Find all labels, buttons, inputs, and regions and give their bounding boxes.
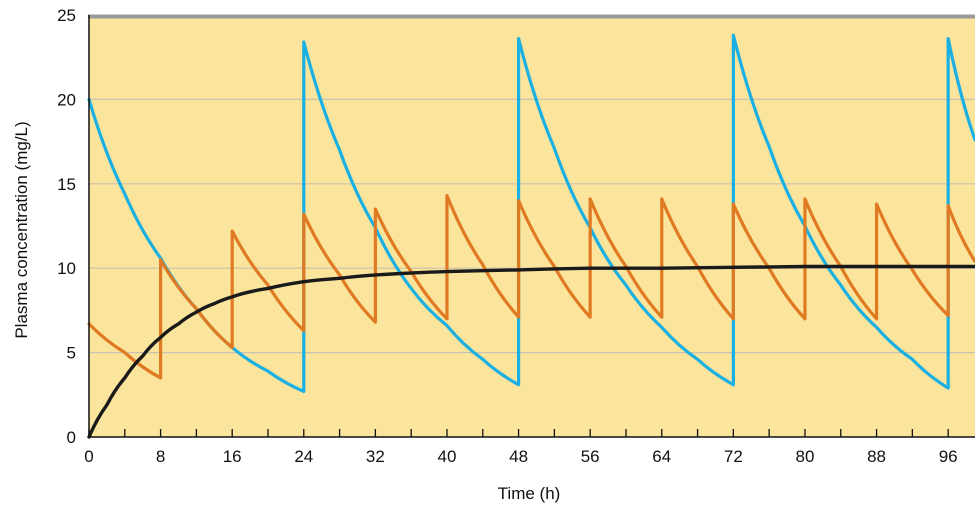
x-tick-label: 32 bbox=[366, 447, 385, 466]
black-infusion-line bbox=[87, 264, 975, 439]
y-tick-label: 25 bbox=[57, 6, 76, 25]
x-tick-label: 64 bbox=[652, 447, 671, 466]
x-tick-label: 0 bbox=[84, 447, 93, 466]
y-tick-label: 0 bbox=[67, 428, 76, 447]
y-tick-label: 10 bbox=[57, 259, 76, 278]
y-tick-label: 5 bbox=[67, 344, 76, 363]
x-tick-label: 16 bbox=[223, 447, 242, 466]
x-tick-label: 24 bbox=[294, 447, 313, 466]
x-tick-label: 72 bbox=[724, 447, 743, 466]
x-tick-label: 40 bbox=[438, 447, 457, 466]
blue-dose-line bbox=[87, 33, 975, 394]
y-tick-label: 15 bbox=[57, 175, 76, 194]
x-tick-label: 48 bbox=[509, 447, 528, 466]
orange-dose-line bbox=[87, 194, 975, 380]
x-axis: 0 8 16 24 32 40 48 56 64 72 80 88 96 bbox=[84, 429, 975, 466]
x-tick-label: 56 bbox=[581, 447, 600, 466]
y-axis-title: Plasma concentration (mg/L) bbox=[12, 121, 31, 338]
y-tick-label: 20 bbox=[57, 90, 76, 109]
series-lines bbox=[87, 33, 975, 439]
x-tick-label: 88 bbox=[867, 447, 886, 466]
x-tick-label: 96 bbox=[939, 447, 958, 466]
x-tick-label: 8 bbox=[156, 447, 165, 466]
x-tick-label: 80 bbox=[795, 447, 814, 466]
x-axis-title: Time (h) bbox=[498, 484, 561, 503]
y-axis: 0 5 10 15 20 25 bbox=[57, 6, 90, 447]
